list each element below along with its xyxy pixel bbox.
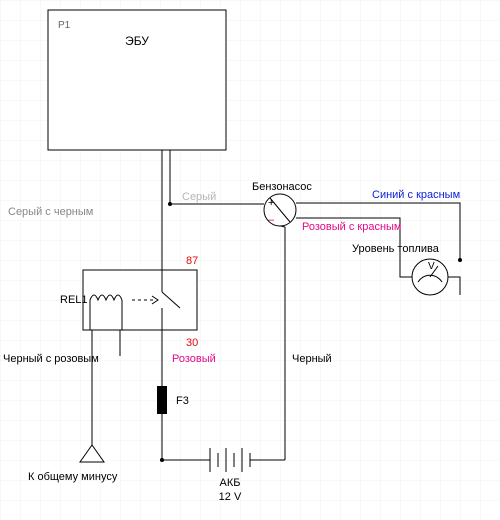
relay-ref: REL1 <box>60 294 88 306</box>
battery-title: АКБ <box>220 477 241 489</box>
label-pink-red: Розовый с красным <box>302 221 401 233</box>
relay-pin-30: 30 <box>186 337 198 349</box>
label-ground: К общему минусу <box>28 471 118 483</box>
relay-pin-87: 87 <box>186 255 198 267</box>
battery-volt: 12 V <box>219 491 242 503</box>
label-pink: Розовый <box>172 353 216 365</box>
fuse-ref: F3 <box>176 395 189 407</box>
label-gray-black: Серый с черным <box>8 206 93 218</box>
label-black-pink: Черный с розовым <box>3 353 99 365</box>
pump-plus: + <box>268 197 274 209</box>
gauge-letter: V <box>428 261 435 272</box>
pump-title: Бензонасос <box>252 181 312 193</box>
pump-minus: – <box>268 214 275 226</box>
label-black: Черный <box>292 353 332 365</box>
gauge-title: Уровень топлива <box>352 243 440 255</box>
label-gray: Серый <box>182 191 216 203</box>
label-blue-red: Синий с красным <box>372 189 460 201</box>
ecu-pin-label: P1 <box>58 20 71 31</box>
schematic-canvas: ЭБУ P1 Серый с черным Серый REL1 87 <box>0 0 500 520</box>
ecu-title: ЭБУ <box>125 34 149 48</box>
ecu-block: ЭБУ P1 <box>48 10 226 150</box>
